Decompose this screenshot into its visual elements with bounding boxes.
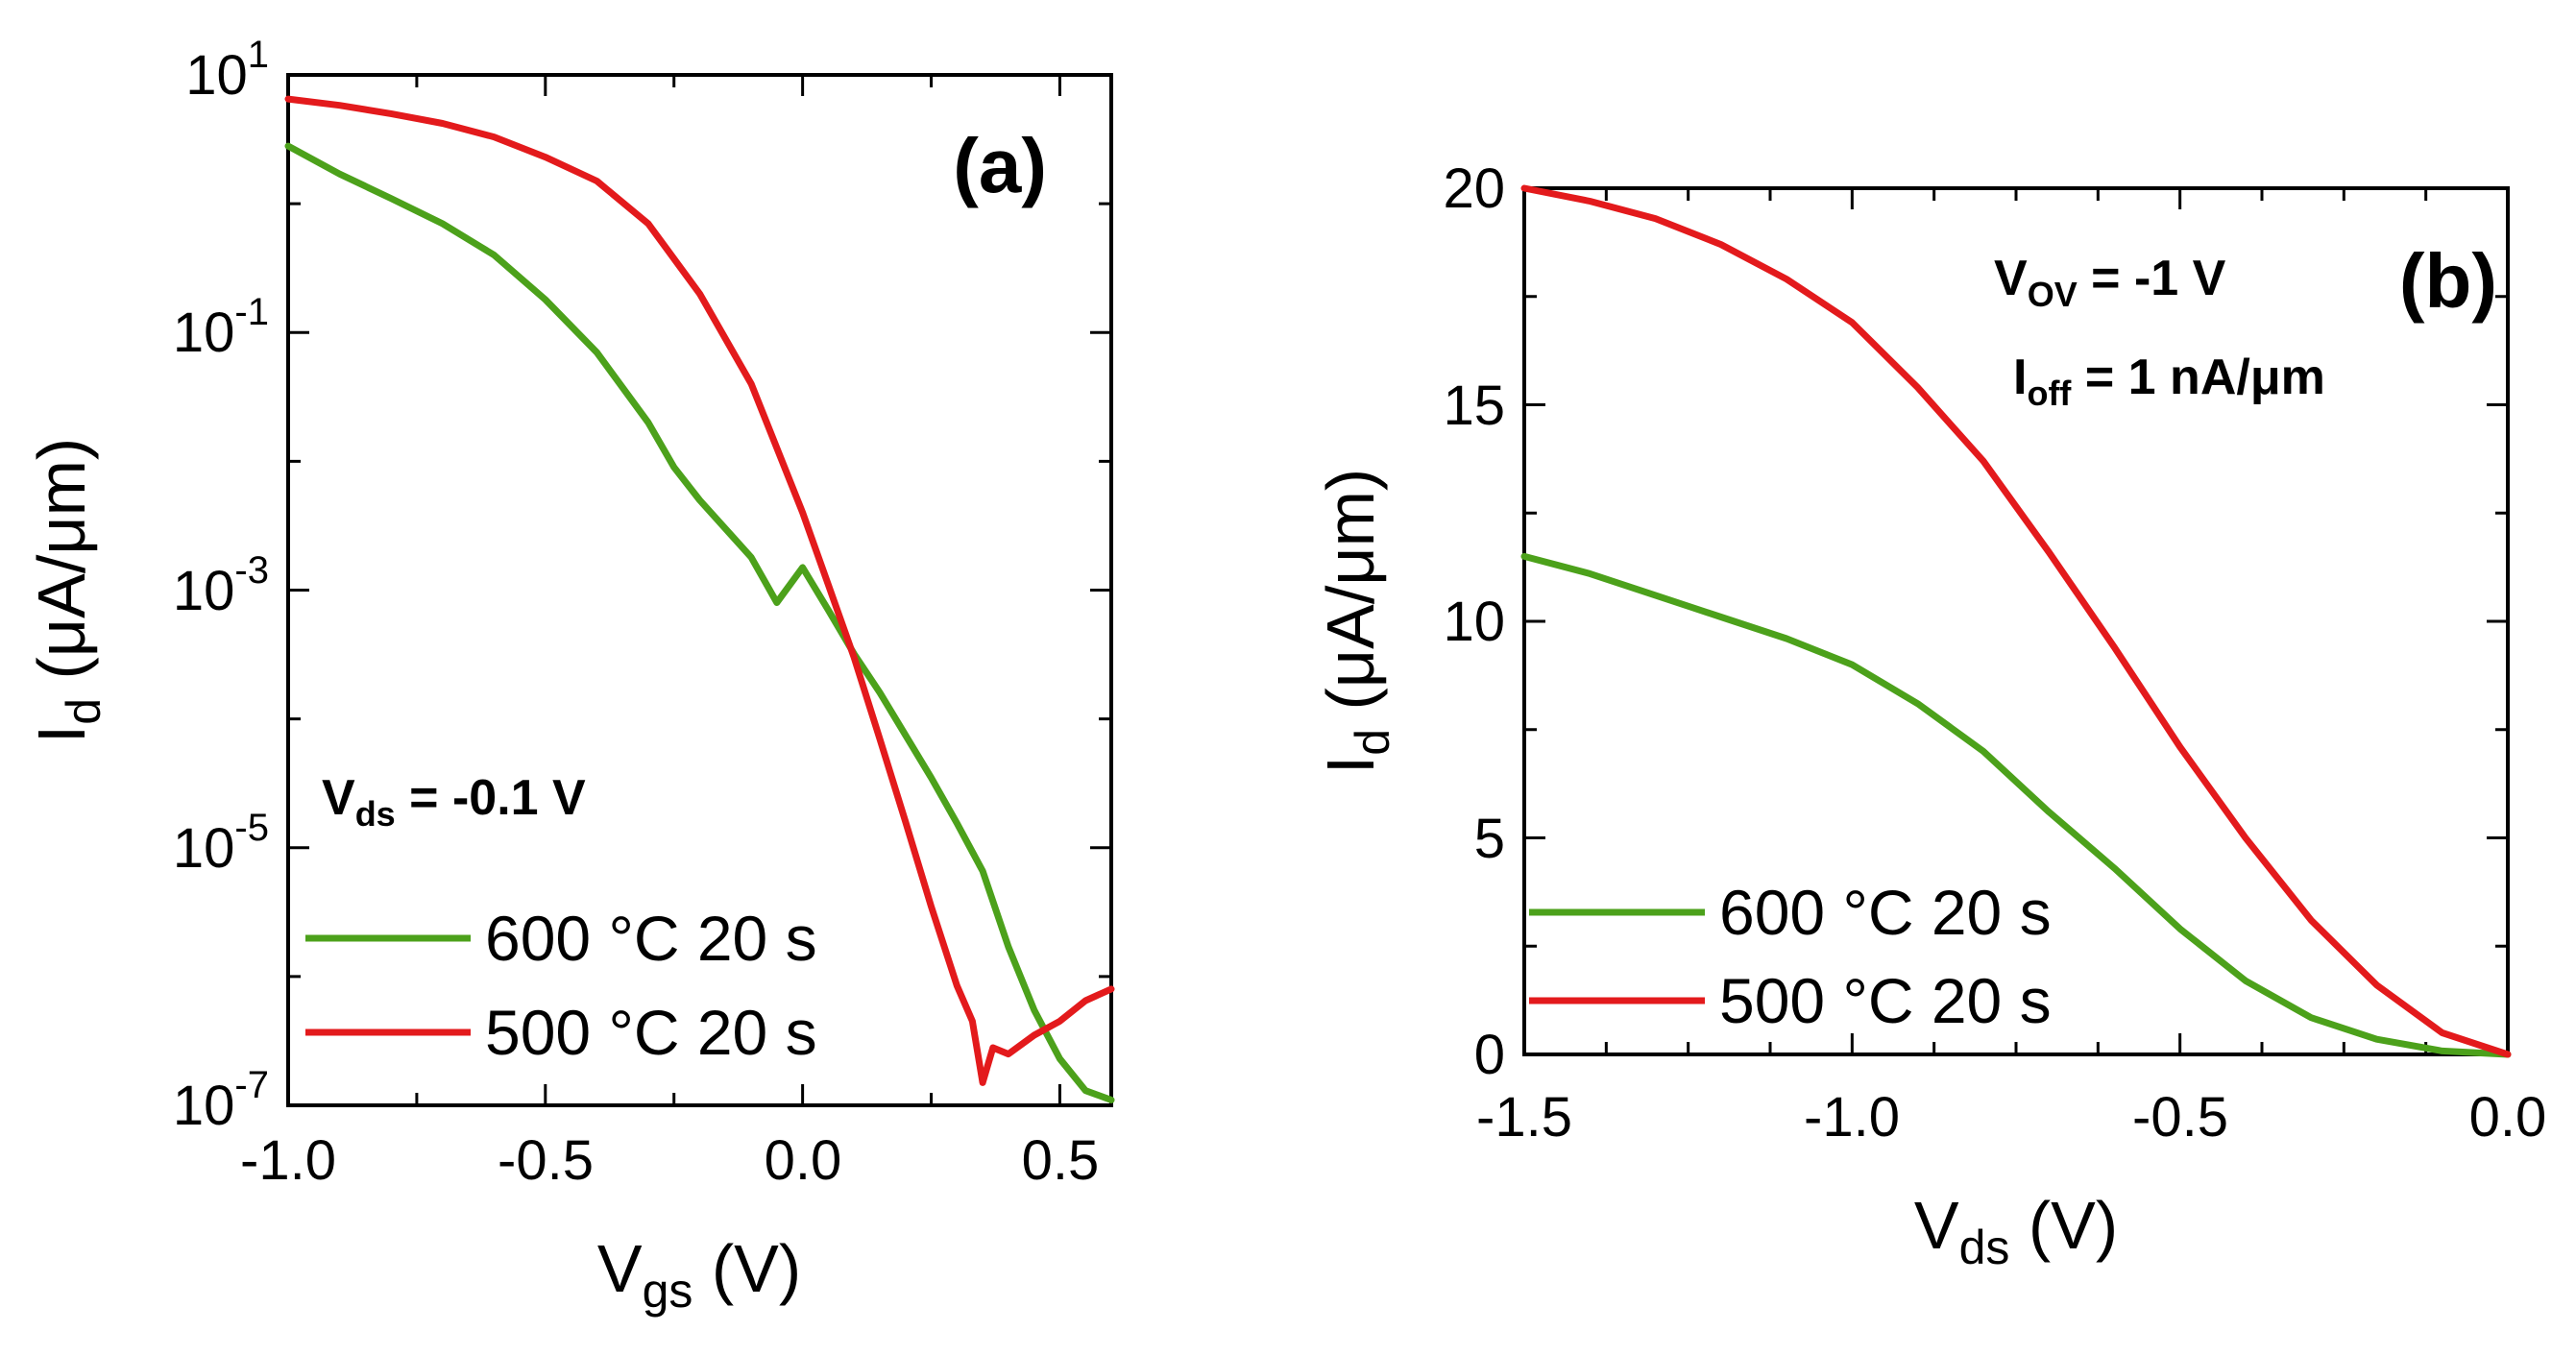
panel-b-y-tick-label: 20 (1443, 157, 1505, 220)
panel-b-y-tick-label: 10 (1443, 591, 1505, 653)
panel-a-x-tick-label: 0.5 (1022, 1129, 1100, 1192)
panel-a-y-tick-label: 10-3 (173, 549, 269, 622)
panel-b-legend-label-600: 600 °C 20 s (1719, 877, 2052, 948)
panel-b-x-tick-label: -1.0 (1804, 1086, 1900, 1149)
panel-b-x-axis-title: Vds (V) (1914, 1188, 2118, 1274)
panel-b-annotation-ioff: Ioff = 1 nA/μm (2013, 350, 2325, 413)
panel-b-y-tick-label: 15 (1443, 375, 1505, 437)
panel-a-y-axis-title: Id (μA/μm) (24, 438, 110, 743)
panel-a-x-ticks (286, 75, 1061, 1105)
panel-a-x-axis-title: Vgs (V) (597, 1231, 801, 1318)
panel-a-y-tick-label: 10-1 (173, 291, 269, 364)
panel-a-annotation-vds: Vds = -0.1 V (322, 770, 586, 834)
panel-b-y-tick-label: 0 (1474, 1024, 1505, 1086)
panel-a-label: (a) (953, 123, 1047, 208)
panel-a-y-tick-label: 10-7 (173, 1064, 269, 1137)
panel-a-legend-label-600: 600 °C 20 s (485, 903, 817, 974)
panel-a-x-tick-label: 0.0 (765, 1129, 842, 1192)
panel-a: -1.0 -0.5 0.0 0.5 101 10-1 10-3 10-5 10-… (24, 34, 1115, 1318)
panel-b-series-600C (1520, 552, 2512, 1058)
panel-b-y-axis-title: Id (μA/μm) (1313, 469, 1399, 774)
panel-a-y-ticks (288, 73, 1111, 1107)
panel-a-series-500C (284, 95, 1115, 1086)
panel-b-x-tick-label: -0.5 (2132, 1086, 2228, 1149)
panel-b-y-ticks (1524, 186, 2508, 1056)
panel-a-x-tick-label: -0.5 (498, 1129, 594, 1192)
panel-a-x-tick-label: -1.0 (240, 1129, 336, 1192)
panel-b-y-tick-label: 5 (1474, 808, 1505, 870)
panel-b-series-500C (1520, 184, 2512, 1058)
panel-b-label: (b) (2399, 238, 2497, 324)
panel-b: -1.5 -1.0 -0.5 0.0 0 5 10 15 20 Vds (V) … (1313, 157, 2546, 1274)
panel-b-x-tick-label: -1.5 (1476, 1086, 1572, 1149)
panel-b-x-ticks (1522, 188, 2510, 1054)
panel-a-series-600C (284, 142, 1115, 1103)
panel-a-y-tick-label: 10-5 (173, 807, 269, 880)
panel-b-annotation-vov: VOV = -1 V (1994, 251, 2226, 314)
panel-b-x-tick-label: 0.0 (2469, 1086, 2547, 1149)
panel-b-legend-label-500: 500 °C 20 s (1719, 965, 2052, 1036)
panel-a-legend-label-500: 500 °C 20 s (485, 997, 817, 1068)
panel-a-y-tick-label: 101 (185, 34, 269, 107)
